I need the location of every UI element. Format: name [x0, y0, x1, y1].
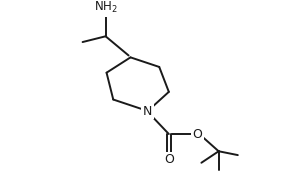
Text: O: O [164, 153, 174, 166]
Text: O: O [193, 127, 202, 141]
Text: N: N [143, 105, 153, 118]
Text: NH$_2$: NH$_2$ [94, 0, 118, 15]
